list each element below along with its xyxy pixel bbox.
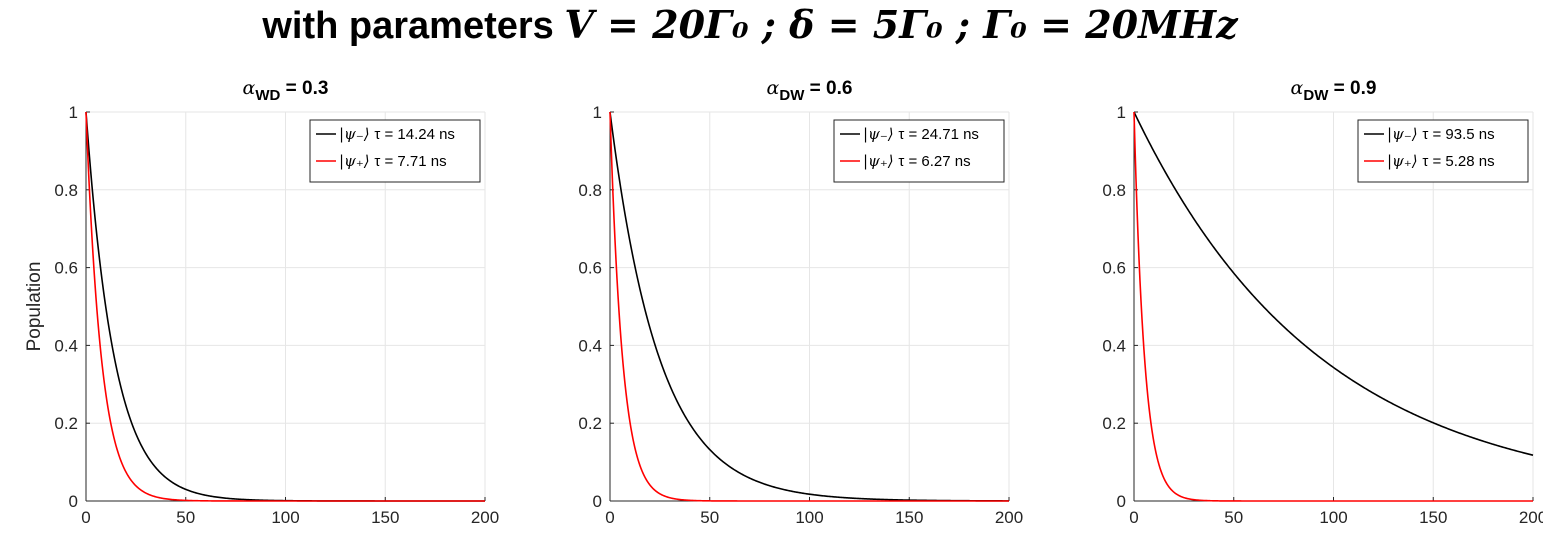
y-axis-label: Population — [24, 262, 45, 352]
legend-tau: τ = 6.27 ns — [898, 153, 970, 170]
x-tick-label: 100 — [1319, 508, 1347, 527]
x-tick-label: 100 — [271, 508, 299, 527]
legend-tau: τ = 93.5 ns — [1422, 126, 1494, 143]
y-tick-label: 0.6 — [1102, 259, 1126, 278]
legend-tau: τ = 5.28 ns — [1422, 153, 1494, 170]
legend-box — [833, 119, 1005, 183]
legend-tau: τ = 24.71 ns — [898, 126, 979, 143]
title-prefix: with parameters — [262, 5, 565, 47]
legend-state: |ψ₋⟩ — [339, 125, 374, 143]
chart-panel-2: 0 50 100 150 200 0 0.2 0.4 0.6 0.8 1 αDW = 0.6 |ψ₋⟩ … — [578, 77, 1023, 527]
chart-panel-3: 0 50 100 150 200 0 0.2 0.4 0.6 0.8 1 αDW = 0.9 |ψ₋⟩ … — [1102, 77, 1543, 527]
y-tick-label: 0.4 — [1102, 336, 1126, 355]
x-tick-label: 0 — [605, 508, 614, 527]
x-tick-label: 200 — [995, 508, 1023, 527]
y-tick-label: 0.4 — [54, 336, 78, 355]
chart-title: αWD = 0.3 — [243, 77, 329, 104]
y-tick-label: 0 — [593, 492, 602, 511]
legend-entry: |ψ₋⟩ τ = 14.24 ns — [339, 125, 455, 143]
legend-state: |ψ₊⟩ — [863, 152, 898, 170]
title-parameters: V = 20Γ₀ ; δ = 5Γ₀ ; Γ₀ = 20MHz — [564, 2, 1238, 47]
y-tick-label: 0 — [69, 492, 78, 511]
x-tick-label: 200 — [1519, 508, 1543, 527]
y-tick-label: 0.2 — [578, 414, 602, 433]
series-line-psi-plus — [85, 111, 485, 502]
series-line-psi-minus — [1133, 111, 1534, 456]
legend: |ψ₋⟩ τ = 14.24 ns|ψ₊⟩ τ = 7.71 ns — [309, 119, 481, 183]
title-value: = 0.9 — [1328, 78, 1376, 99]
chart-title: αDW = 0.6 — [767, 77, 853, 104]
legend-entry: |ψ₊⟩ τ = 7.71 ns — [339, 152, 447, 170]
legend-state: |ψ₊⟩ — [1387, 152, 1422, 170]
x-tick-label: 0 — [1129, 508, 1138, 527]
title-subscript: DW — [1303, 87, 1329, 104]
y-tick-label: 0.8 — [578, 181, 602, 200]
legend-entry: |ψ₊⟩ τ = 5.28 ns — [1387, 152, 1495, 170]
y-tick-label: 0.2 — [1102, 414, 1126, 433]
title-symbol: α — [1291, 77, 1304, 99]
legend: |ψ₋⟩ τ = 93.5 ns|ψ₊⟩ τ = 5.28 ns — [1357, 119, 1529, 183]
x-tick-label: 100 — [795, 508, 823, 527]
x-tick-label: 50 — [700, 508, 719, 527]
x-tick-label: 0 — [81, 508, 90, 527]
y-tick-label: 0.8 — [54, 181, 78, 200]
legend-entry: |ψ₋⟩ τ = 93.5 ns — [1387, 125, 1495, 143]
legend-state: |ψ₋⟩ — [863, 125, 898, 143]
chart-panel-1: 0 50 100 150 200 0 0.2 0.4 0.6 0.8 1 Population αWD … — [24, 77, 499, 527]
y-tick-label: 0.6 — [578, 259, 602, 278]
y-tick-label: 1 — [69, 103, 78, 122]
x-tick-label: 50 — [1224, 508, 1243, 527]
legend-box — [1357, 119, 1529, 183]
y-tick-label: 0.8 — [1102, 181, 1126, 200]
legend-entry: |ψ₊⟩ τ = 6.27 ns — [863, 152, 971, 170]
x-tick-label: 150 — [371, 508, 399, 527]
legend-box — [309, 119, 481, 183]
x-tick-label: 50 — [176, 508, 195, 527]
chart-title: αDW = 0.9 — [1291, 77, 1377, 104]
series-line-psi-plus — [609, 111, 1009, 502]
title-subscript: WD — [255, 87, 280, 104]
x-tick-label: 150 — [1419, 508, 1447, 527]
legend-entry: |ψ₋⟩ τ = 24.71 ns — [863, 125, 979, 143]
y-tick-label: 0 — [1117, 492, 1126, 511]
legend-state: |ψ₋⟩ — [1387, 125, 1422, 143]
title-subscript: DW — [779, 87, 805, 104]
y-tick-label: 0.6 — [54, 259, 78, 278]
title-symbol: α — [243, 77, 256, 99]
legend: |ψ₋⟩ τ = 24.71 ns|ψ₊⟩ τ = 6.27 ns — [833, 119, 1005, 183]
legend-tau: τ = 7.71 ns — [374, 153, 446, 170]
title-value: = 0.3 — [280, 78, 328, 99]
series-line-psi-plus — [1133, 111, 1533, 502]
y-tick-label: 0.2 — [54, 414, 78, 433]
x-tick-label: 200 — [471, 508, 499, 527]
y-tick-label: 1 — [593, 103, 602, 122]
page-title: with parameters V = 20Γ₀ ; δ = 5Γ₀ ; Γ₀ … — [0, 2, 1500, 48]
legend-tau: τ = 14.24 ns — [374, 126, 455, 143]
legend-state: |ψ₊⟩ — [339, 152, 374, 170]
y-tick-label: 1 — [1117, 103, 1126, 122]
x-tick-label: 150 — [895, 508, 923, 527]
title-symbol: α — [767, 77, 780, 99]
title-value: = 0.6 — [804, 78, 852, 99]
y-tick-label: 0.4 — [578, 336, 602, 355]
